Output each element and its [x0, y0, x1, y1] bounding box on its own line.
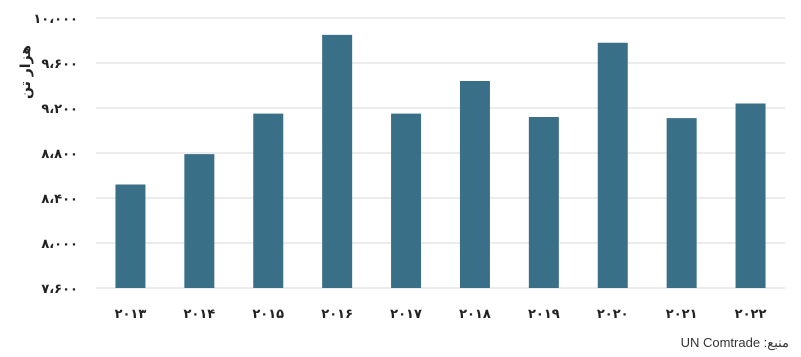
- bar: [528, 117, 559, 288]
- bar: [735, 103, 766, 288]
- bar: [253, 113, 284, 288]
- y-tick-label: ۱۰،۰۰۰: [33, 12, 78, 27]
- x-tick-label: ۲۰۲۰: [597, 307, 629, 322]
- bar: [391, 113, 422, 288]
- y-tick-label: ۸،۴۰۰: [41, 192, 78, 207]
- y-axis-label: هزار تن: [18, 45, 34, 99]
- x-tick-label: ۲۰۱۹: [528, 307, 560, 322]
- bar: [115, 184, 146, 288]
- source-note: منبع: UN Comtrade: [680, 335, 789, 350]
- x-tick-label: ۲۰۱۸: [459, 307, 491, 322]
- bar: [597, 42, 628, 288]
- x-tick-label: ۲۰۱۳: [115, 307, 147, 322]
- y-tick-label: ۹،۶۰۰: [41, 57, 78, 72]
- x-tick-label: ۲۰۱۶: [321, 307, 353, 322]
- x-tick-label: ۲۰۱۴: [183, 307, 215, 322]
- y-axis-ticks: ۷،۶۰۰ ۸،۰۰۰ ۸،۴۰۰ ۸،۸۰۰ ۹،۲۰۰ ۹،۶۰۰ ۱۰،۰۰۰: [33, 12, 78, 297]
- y-tick-label: ۸،۸۰۰: [41, 147, 78, 162]
- y-tick-label: ۸،۰۰۰: [41, 237, 78, 252]
- bars: [115, 34, 766, 288]
- x-tick-label: ۲۰۱۷: [390, 307, 422, 322]
- x-axis-ticks: ۲۰۱۳ ۲۰۱۴ ۲۰۱۵ ۲۰۱۶ ۲۰۱۷ ۲۰۱۸ ۲۰۱۹ ۲۰۲۰ ۲۰۲۱ ۲۰۲۲: [115, 307, 767, 322]
- y-tick-label: ۹،۲۰۰: [41, 102, 78, 117]
- bar: [322, 34, 353, 288]
- x-tick-label: ۲۰۲۲: [735, 307, 767, 322]
- bar: [666, 118, 697, 288]
- x-tick-label: ۲۰۱۵: [252, 307, 284, 322]
- bar: [459, 81, 490, 288]
- x-tick-label: ۲۰۲۱: [666, 307, 698, 322]
- bar: [184, 154, 215, 288]
- y-tick-label: ۷،۶۰۰: [41, 282, 78, 297]
